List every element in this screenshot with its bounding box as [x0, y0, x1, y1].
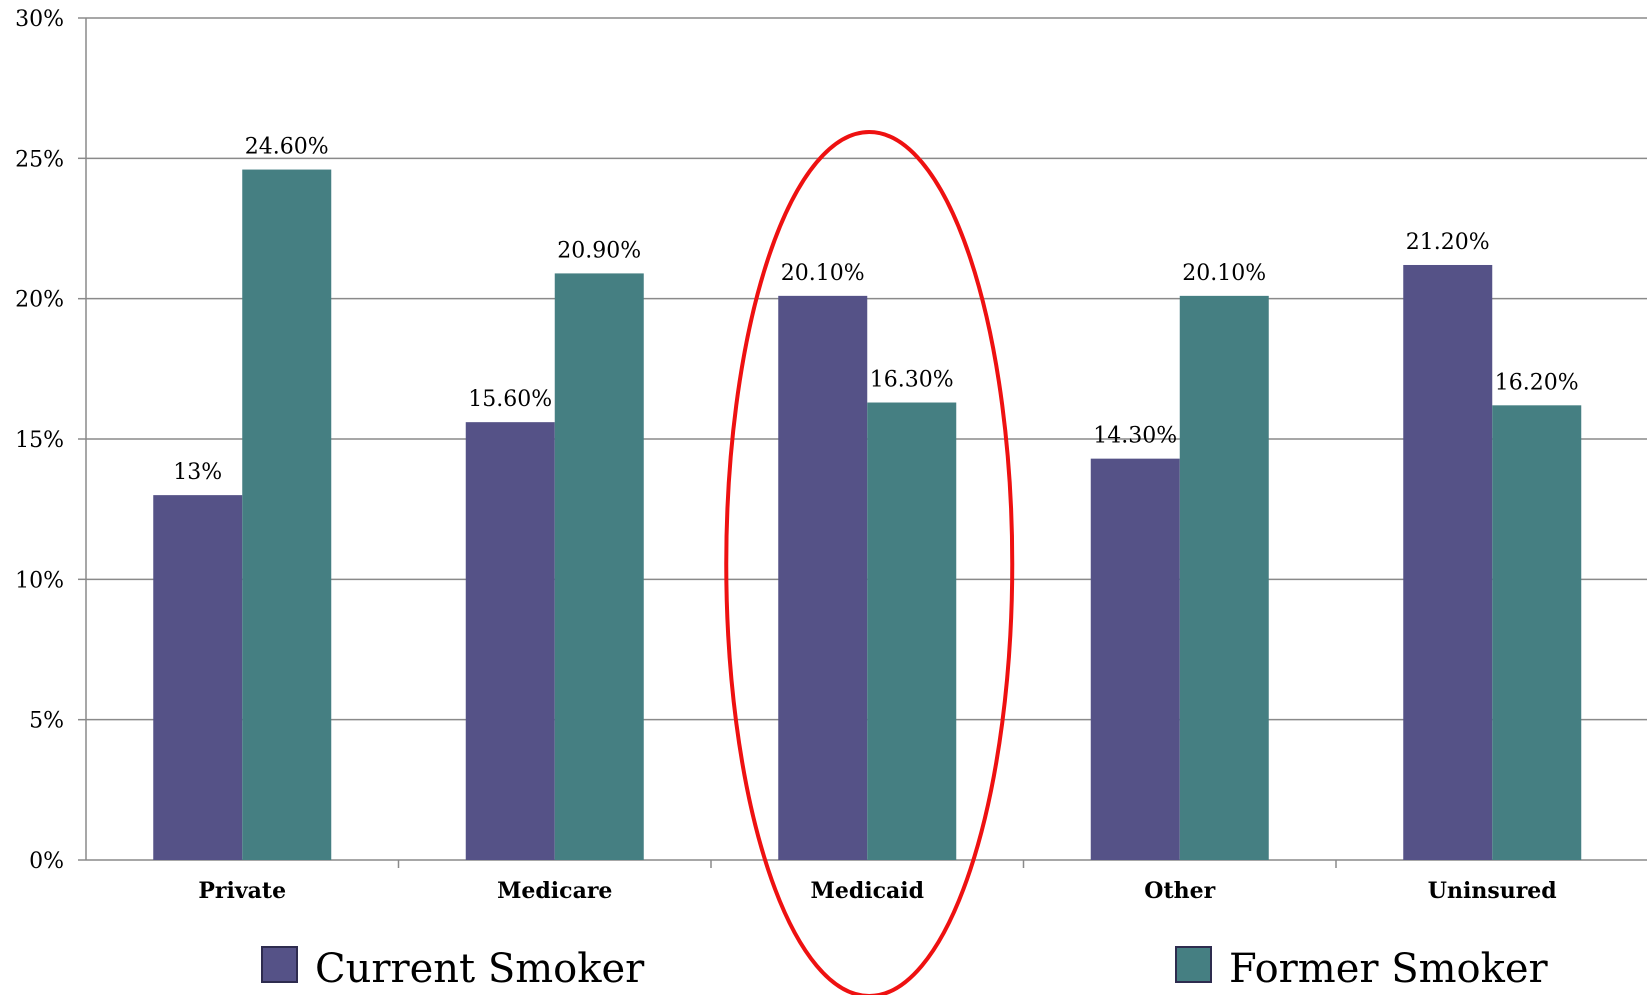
data-label: 20.90%: [557, 238, 641, 263]
bar: [778, 295, 868, 860]
bar: [1090, 458, 1180, 860]
legend-swatch: [261, 946, 298, 983]
bar: [153, 495, 243, 860]
bar: [1179, 295, 1269, 860]
data-label: 20.10%: [781, 261, 865, 286]
x-tick-label: Medicare: [497, 878, 612, 904]
data-label: 16.30%: [870, 368, 954, 393]
y-tick-label: 20%: [15, 288, 64, 313]
data-label: 13%: [173, 460, 222, 485]
data-label: 15.60%: [468, 387, 552, 412]
data-label: 16.20%: [1495, 370, 1579, 395]
data-label: 20.10%: [1182, 261, 1266, 286]
x-tick-label: Private: [198, 878, 286, 904]
y-tick-label: 30%: [15, 7, 64, 32]
x-tick-label: Other: [1144, 878, 1215, 904]
data-label: 24.60%: [245, 135, 329, 160]
bar: [465, 422, 555, 860]
bar: [242, 169, 332, 860]
data-label: 14.30%: [1093, 424, 1177, 449]
legend-swatch: [1175, 946, 1212, 983]
data-label: 21.20%: [1406, 230, 1490, 255]
y-tick-label: 15%: [15, 428, 64, 453]
y-tick-label: 10%: [15, 568, 64, 593]
legend-label: Current Smoker: [315, 946, 645, 992]
bar: [554, 273, 644, 860]
x-tick-label: Medicaid: [811, 878, 924, 904]
y-tick-label: 0%: [29, 849, 64, 874]
x-tick-label: Uninsured: [1428, 878, 1557, 904]
bar: [867, 402, 957, 860]
bar: [1403, 264, 1493, 860]
y-tick-label: 5%: [29, 709, 64, 734]
bar: [1492, 405, 1582, 860]
legend-label: Former Smoker: [1229, 946, 1549, 992]
y-tick-label: 25%: [15, 147, 64, 172]
